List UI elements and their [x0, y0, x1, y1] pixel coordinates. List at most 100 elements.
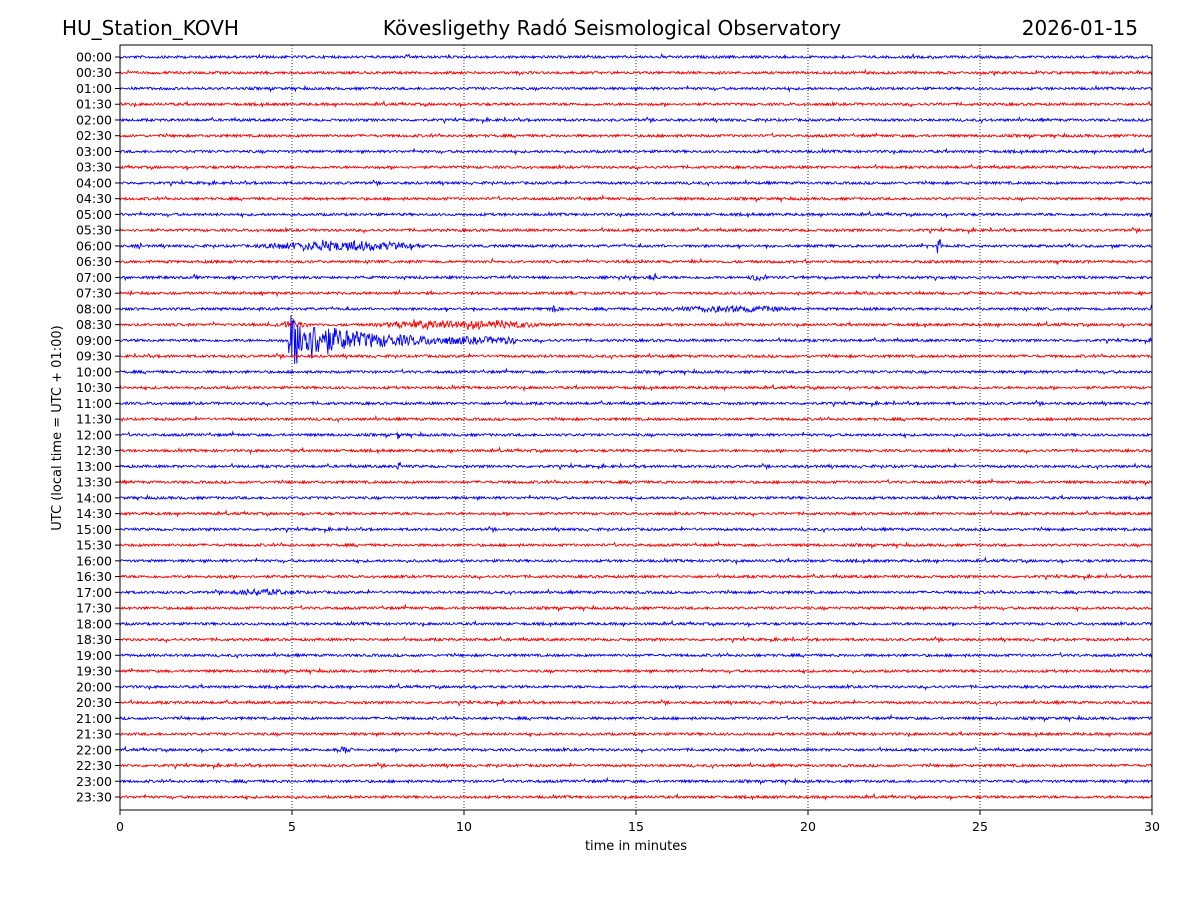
y-tick-label: 20:00 — [76, 679, 112, 694]
trace-0700 — [119, 272, 1153, 282]
y-tick-label: 05:00 — [76, 207, 112, 222]
y-tick-label: 00:30 — [76, 65, 112, 80]
y-tick-label: 14:00 — [76, 490, 112, 505]
trace-0630 — [119, 257, 1153, 265]
x-ticks: 0 5 10 15 20 25 30 — [116, 810, 1160, 834]
y-tick-label: 22:30 — [76, 758, 112, 773]
trace-1100 — [119, 399, 1153, 408]
trace-0100 — [119, 84, 1153, 93]
trace-0530 — [119, 225, 1153, 235]
trace-1730 — [119, 603, 1153, 613]
y-tick-label: 00:00 — [76, 50, 112, 65]
y-tick-label: 05:30 — [76, 223, 112, 238]
trace-1330 — [119, 477, 1153, 487]
trace-1600 — [119, 556, 1153, 566]
y-tick-label: 09:30 — [76, 349, 112, 364]
x-tick-label: 20 — [800, 819, 816, 834]
y-tick-label: 02:30 — [76, 128, 112, 143]
y-tick-label: 09:00 — [76, 333, 112, 348]
y-tick-label: 22:00 — [76, 742, 112, 757]
y-tick-label: 10:00 — [76, 364, 112, 379]
y-tick-label: 15:30 — [76, 538, 112, 553]
trace-1530 — [119, 540, 1153, 550]
trace-1000 — [119, 367, 1153, 377]
trace-0800 — [119, 304, 1153, 314]
y-tick-label: 15:00 — [76, 522, 112, 537]
y-tick-label: 18:00 — [76, 616, 112, 631]
trace-0130 — [119, 99, 1153, 109]
y-tick-label: 13:30 — [76, 475, 112, 490]
trace-0500 — [119, 210, 1153, 219]
trace-1900 — [119, 651, 1153, 660]
trace-2300 — [119, 776, 1153, 786]
y-tick-label: 12:00 — [76, 427, 112, 442]
y-tick-label: 17:30 — [76, 601, 112, 616]
y-tick-label: 16:30 — [76, 569, 112, 584]
x-tick-label: 10 — [456, 819, 472, 834]
y-tick-label: 19:00 — [76, 648, 112, 663]
y-tick-label: 08:30 — [76, 317, 112, 332]
y-tick-label: 16:00 — [76, 553, 112, 568]
y-tick-label: 03:00 — [76, 144, 112, 159]
grid-lines — [291, 45, 981, 810]
x-tick-label: 0 — [116, 819, 124, 834]
trace-0400 — [119, 178, 1153, 188]
y-tick-label: 19:30 — [76, 664, 112, 679]
y-tick-label: 20:30 — [76, 695, 112, 710]
x-tick-label: 15 — [628, 819, 644, 834]
y-tick-label: 06:00 — [76, 238, 112, 253]
trace-0730 — [119, 288, 1153, 298]
x-axis-label: time in minutes — [585, 839, 687, 854]
trace-0600 — [119, 239, 1153, 254]
chart-title: Kövesligethy Radó Seismological Observat… — [383, 16, 841, 40]
x-tick-label: 25 — [972, 819, 988, 834]
trace-2130 — [119, 730, 1153, 738]
trace-1630 — [119, 572, 1153, 582]
y-tick-label: 06:30 — [76, 254, 112, 269]
y-ticks: 00:0000:3001:0001:3002:0002:3003:0003:30… — [76, 50, 120, 805]
trace-1500 — [119, 525, 1153, 534]
y-tick-label: 11:00 — [76, 396, 112, 411]
y-tick-label: 01:30 — [76, 97, 112, 112]
y-tick-label: 03:30 — [76, 160, 112, 175]
trace-0300 — [119, 147, 1153, 156]
y-tick-label: 12:30 — [76, 443, 112, 458]
trace-1130 — [119, 415, 1153, 424]
trace-2200 — [119, 745, 1153, 754]
trace-1830 — [119, 635, 1153, 644]
trace-0230 — [119, 131, 1153, 140]
trace-1030 — [119, 383, 1153, 393]
trace-1300 — [119, 460, 1153, 471]
trace-1930 — [119, 667, 1153, 676]
trace-0030 — [119, 68, 1153, 77]
trace-0200 — [119, 116, 1153, 125]
y-tick-label: 21:30 — [76, 727, 112, 742]
trace-0430 — [119, 194, 1153, 203]
y-tick-label: 11:30 — [76, 412, 112, 427]
y-tick-label: 13:00 — [76, 459, 112, 474]
station-label: HU_Station_KOVH — [62, 16, 239, 40]
trace-2000 — [119, 682, 1153, 691]
y-tick-label: 08:00 — [76, 301, 112, 316]
trace-2330 — [119, 792, 1153, 802]
trace-0330 — [119, 163, 1153, 172]
y-tick-label: 07:30 — [76, 286, 112, 301]
date-label: 2026-01-15 — [1022, 16, 1138, 40]
trace-0830 — [119, 319, 1153, 331]
trace-0000 — [119, 52, 1153, 60]
y-axis-label: UTC (local time = UTC + 01:00) — [50, 325, 65, 530]
y-tick-label: 07:00 — [76, 270, 112, 285]
trace-1430 — [119, 509, 1153, 518]
y-tick-label: 14:30 — [76, 506, 112, 521]
trace-1800 — [119, 619, 1153, 628]
trace-1230 — [119, 446, 1153, 456]
y-tick-label: 23:00 — [76, 774, 112, 789]
y-tick-label: 10:30 — [76, 380, 112, 395]
traces — [119, 52, 1153, 802]
trace-2030 — [119, 698, 1153, 708]
trace-1700 — [120, 587, 1153, 597]
y-tick-label: 02:00 — [76, 112, 112, 127]
trace-2100 — [119, 713, 1153, 723]
trace-1400 — [119, 493, 1153, 503]
